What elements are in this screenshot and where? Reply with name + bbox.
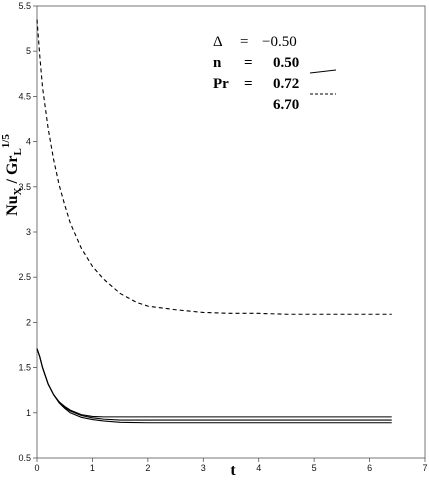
y-tick-label: 1 (26, 408, 31, 418)
y-tick-label: 2 (26, 317, 31, 327)
legend-delta-eq: = (240, 34, 248, 50)
x-tick-label: 2 (145, 463, 150, 473)
y-axis-title: NuX / GrL1/5 (0, 134, 24, 216)
y-tick-label: 5 (26, 46, 31, 56)
dashed-curve (36, 19, 392, 315)
x-tick-label: 4 (256, 463, 261, 473)
x-tick-label: 3 (201, 463, 206, 473)
x-axis-label: t (230, 462, 236, 479)
axes: 0 1 2 3 4 5 6 7 0.5 1 1.5 2 2.5 3 3.5 4 4.5 5 5.5 (18, 1, 427, 473)
curves (36, 19, 392, 424)
y-tick-label: 1.5 (18, 363, 31, 373)
x-tick-label: 7 (422, 463, 427, 473)
x-tick-label: 6 (367, 463, 372, 473)
legend-delta-value: −0.50 (262, 34, 297, 50)
y-tick-label: 5.5 (18, 1, 31, 11)
y-tick-label: 2.5 (18, 272, 31, 282)
legend: Δ = −0.50 n = 0.50 Pr = 0.72 6.70 (213, 34, 337, 113)
y-tick-label: 3.5 (18, 182, 31, 192)
legend-solid-swatch (309, 69, 337, 74)
legend-pr-label: Pr (213, 76, 229, 92)
legend-n-value: 0.50 (273, 55, 299, 71)
y-axis-label: NuX / GrL1/5 (0, 134, 24, 216)
legend-n-eq: = (244, 55, 253, 71)
y-tick-label: 0.5 (18, 453, 31, 463)
x-tick-label: 0 (34, 463, 39, 473)
x-tick-label: 5 (312, 463, 317, 473)
x-tick-label: 1 (90, 463, 95, 473)
y-tick-label: 3 (26, 227, 31, 237)
solid-curve-3 (36, 348, 392, 424)
legend-delta-symbol: Δ (213, 34, 223, 50)
legend-pr-value: 0.72 (273, 76, 299, 92)
legend-pr-eq: = (244, 76, 253, 92)
y-tick-label: 4 (26, 137, 31, 147)
y-tick-label: 4.5 (18, 91, 31, 101)
legend-n-label: n (213, 55, 222, 71)
legend-pr2-value: 6.70 (273, 97, 299, 113)
